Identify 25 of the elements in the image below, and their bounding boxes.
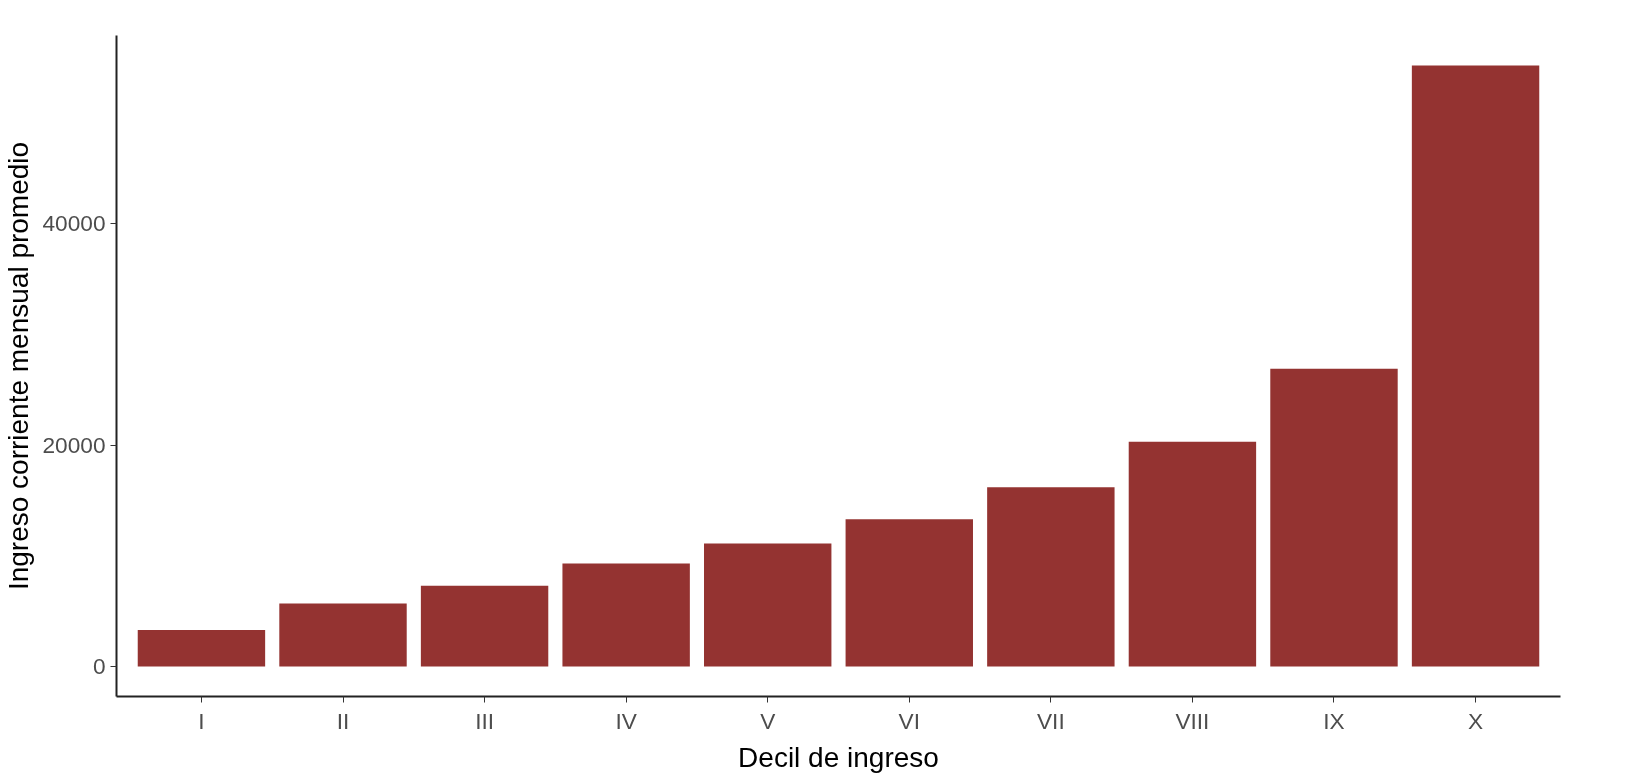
x-tick-label: VII xyxy=(1037,707,1065,734)
y-axis-title: Ingreso corriente mensual promedio xyxy=(3,141,35,591)
x-tick-label: IX xyxy=(1323,707,1345,734)
x-tick-label: II xyxy=(336,707,350,734)
bar xyxy=(845,519,973,667)
bar xyxy=(279,603,407,667)
bar xyxy=(137,629,266,667)
x-tick-label: IV xyxy=(615,707,638,734)
y-tick-label: 20000 xyxy=(42,431,106,458)
x-tick-label: VIII xyxy=(1175,707,1210,734)
x-tick-label: VI xyxy=(898,707,920,734)
bar xyxy=(420,585,549,667)
bar xyxy=(1128,441,1257,667)
x-axis-title: Decil de ingreso xyxy=(738,741,939,773)
x-tick-label: V xyxy=(760,707,777,734)
bar xyxy=(1270,368,1398,667)
y-tick-label: 40000 xyxy=(42,210,106,237)
x-tick-label: X xyxy=(1468,707,1484,734)
bar xyxy=(987,487,1115,667)
y-tick-label: 0 xyxy=(92,652,106,679)
x-tick-label: III xyxy=(475,707,495,734)
bar xyxy=(704,543,832,667)
bar xyxy=(562,563,690,667)
bar xyxy=(1411,65,1540,667)
x-tick-label: I xyxy=(198,707,205,734)
